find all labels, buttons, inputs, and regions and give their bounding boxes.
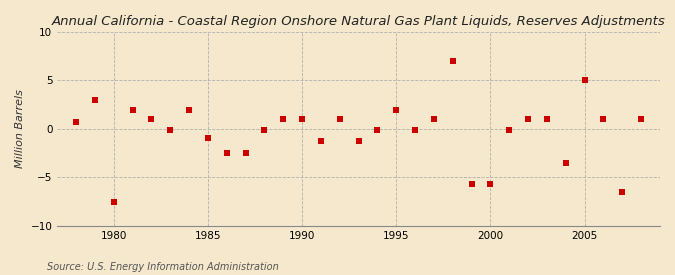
Text: Source: U.S. Energy Information Administration: Source: U.S. Energy Information Administ… bbox=[47, 262, 279, 272]
Y-axis label: Million Barrels: Million Barrels bbox=[15, 89, 25, 168]
Title: Annual California - Coastal Region Onshore Natural Gas Plant Liquids, Reserves A: Annual California - Coastal Region Onsho… bbox=[52, 15, 666, 28]
